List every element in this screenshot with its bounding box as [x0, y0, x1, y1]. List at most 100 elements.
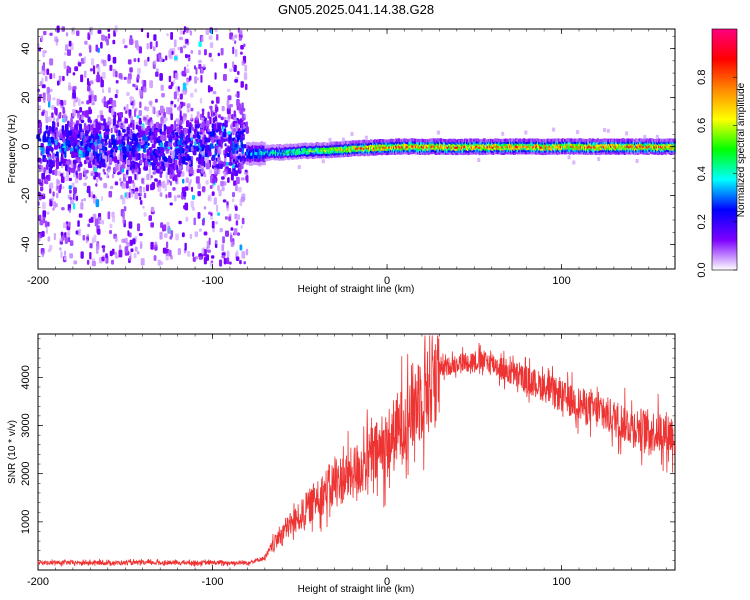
heatmap-cell	[146, 151, 151, 156]
heatmap-cell	[101, 220, 104, 225]
heatmap-cell	[147, 135, 150, 141]
heatmap-cell	[181, 70, 186, 77]
heatmap-cell	[51, 112, 54, 118]
heatmap-cell	[150, 146, 153, 154]
heatmap-cell	[218, 114, 221, 119]
heatmap-cell	[47, 236, 51, 242]
heatmap-cell	[61, 125, 65, 133]
heatmap-cell	[95, 44, 99, 52]
heatmap-cell	[243, 72, 248, 80]
heatmap-cell	[153, 255, 157, 261]
heatmap-cell	[49, 58, 54, 66]
heatmap-cell	[241, 217, 245, 225]
heatmap-cell	[52, 169, 55, 176]
heatmap-cell	[45, 117, 49, 124]
heatmap-cell	[91, 237, 95, 244]
figure-title: GN05.2025.041.14.38.G28	[278, 2, 434, 17]
heatmap-cell	[132, 123, 135, 131]
heatmap-cell	[63, 158, 66, 164]
heatmap-cell	[152, 106, 155, 114]
heatmap-cell	[155, 71, 159, 77]
heatmap-cell	[209, 42, 214, 49]
heatmap-cell	[235, 256, 240, 261]
heatmap-cell	[139, 200, 143, 205]
heatmap-cell	[101, 34, 105, 41]
heatmap-cell	[162, 226, 165, 232]
heatmap-cell	[179, 103, 182, 112]
heatmap-cell	[65, 138, 68, 146]
heatmap-cell	[111, 259, 114, 265]
heatmap-cell	[83, 139, 86, 146]
heatmap-cell	[137, 251, 140, 255]
heatmap-cell	[148, 215, 152, 221]
heatmap-cell	[159, 182, 162, 187]
heatmap-cell	[96, 114, 100, 119]
heatmap-cell	[119, 166, 122, 173]
heatmap-cell	[87, 223, 91, 228]
heatmap-cell	[167, 225, 171, 234]
heatmap-cell	[216, 34, 219, 41]
heatmap-cell	[198, 49, 201, 56]
heatmap-cell	[187, 250, 191, 257]
heatmap-cell	[62, 137, 66, 143]
heatmap-cell	[243, 43, 246, 48]
heatmap-cell	[60, 173, 64, 177]
heatmap-cell	[62, 106, 65, 114]
heatmap-cell	[168, 75, 172, 83]
heatmap-cell	[552, 127, 556, 132]
heatmap-cell	[244, 83, 248, 91]
heatmap-cell	[196, 131, 200, 137]
heatmap-cell	[213, 197, 217, 205]
heatmap-cell	[477, 158, 481, 162]
heatmap-cell	[138, 232, 143, 237]
heatmap-cell	[181, 232, 185, 238]
heatmap-cell	[213, 112, 216, 116]
heatmap-cell	[61, 207, 65, 211]
heatmap-cell	[108, 142, 112, 148]
heatmap-cell	[56, 118, 59, 123]
heatmap-cell	[202, 64, 206, 68]
heatmap-cell	[208, 35, 213, 40]
heatmap-cell	[49, 88, 53, 93]
heatmap-cell	[56, 161, 59, 170]
heatmap-cell	[60, 155, 64, 163]
heatmap-cell	[171, 150, 175, 159]
heatmap-cell	[210, 86, 213, 92]
heatmap-cell	[69, 197, 73, 201]
heatmap-cell	[232, 198, 235, 203]
heatmap-cell	[93, 137, 96, 141]
heatmap-cell	[140, 145, 145, 149]
heatmap-cell	[223, 74, 227, 81]
heatmap-cell	[44, 220, 48, 228]
heatmap-cell	[74, 66, 79, 72]
heatmap-cell	[139, 196, 142, 201]
heatmap-cell	[69, 253, 73, 259]
heatmap-cell	[77, 113, 81, 120]
heatmap-cell	[98, 172, 101, 179]
heatmap-cell	[169, 158, 173, 164]
heatmap-cell	[223, 161, 227, 166]
heatmap-cell	[66, 232, 70, 238]
heatmap-cell	[177, 248, 181, 255]
heatmap-cell	[122, 145, 126, 154]
heatmap-cell	[41, 231, 45, 237]
heatmap-cell	[203, 134, 206, 138]
heatmap-cell	[224, 143, 227, 147]
heatmap-cell	[65, 130, 70, 138]
heatmap-cell	[124, 246, 129, 254]
heatmap-cell	[111, 248, 115, 255]
heatmap-cell	[174, 120, 177, 126]
heatmap-cell	[122, 211, 125, 220]
heatmap-cell	[173, 91, 177, 100]
heatmap-cell	[49, 147, 54, 152]
heatmap-cell	[236, 137, 239, 142]
heatmap-cell	[122, 218, 126, 224]
heatmap-cell	[182, 178, 185, 184]
heatmap-cell	[112, 56, 117, 64]
heatmap-cell	[212, 177, 216, 184]
heatmap-cell	[72, 92, 76, 99]
heatmap-cell	[227, 146, 231, 152]
heatmap-cell	[163, 124, 167, 132]
heatmap-cell	[168, 107, 173, 115]
